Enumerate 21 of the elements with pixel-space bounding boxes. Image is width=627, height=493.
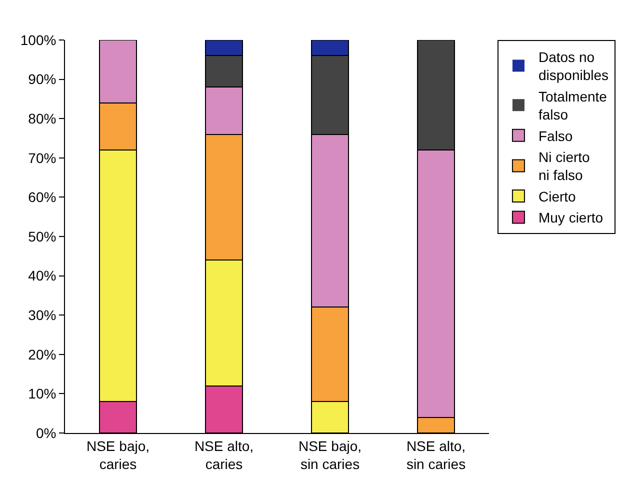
x-tick-label: NSE alto, sin caries xyxy=(406,438,466,472)
y-tick-label: 100% xyxy=(20,32,56,48)
y-tick-label: 70% xyxy=(28,150,56,166)
y-tick-label: 80% xyxy=(28,110,56,126)
x-tick-label: NSE bajo, caries xyxy=(86,438,150,472)
legend-label: Muy cierto xyxy=(538,210,604,226)
y-tick-label: 90% xyxy=(28,71,56,88)
legend-label: Falso xyxy=(538,128,573,144)
legend-label: Datos no disponibles xyxy=(538,49,609,84)
legend-label: Totalmente falso xyxy=(538,88,608,123)
y-tick-label: 10% xyxy=(28,386,56,402)
y-tick-label: 0% xyxy=(36,424,56,441)
y-tick-label: 60% xyxy=(28,189,56,206)
y-tick-label: 30% xyxy=(28,307,56,323)
y-tick-label: 20% xyxy=(28,346,56,362)
legend-label: Ni cierto ni falso xyxy=(538,149,590,184)
x-tick-label: NSE alto, caries xyxy=(194,438,254,472)
x-tick-label: NSE bajo, sin caries xyxy=(298,438,362,472)
y-tick-label: 40% xyxy=(28,268,56,284)
y-tick-label: 50% xyxy=(28,228,56,244)
legend-label: Cierto xyxy=(538,188,576,204)
